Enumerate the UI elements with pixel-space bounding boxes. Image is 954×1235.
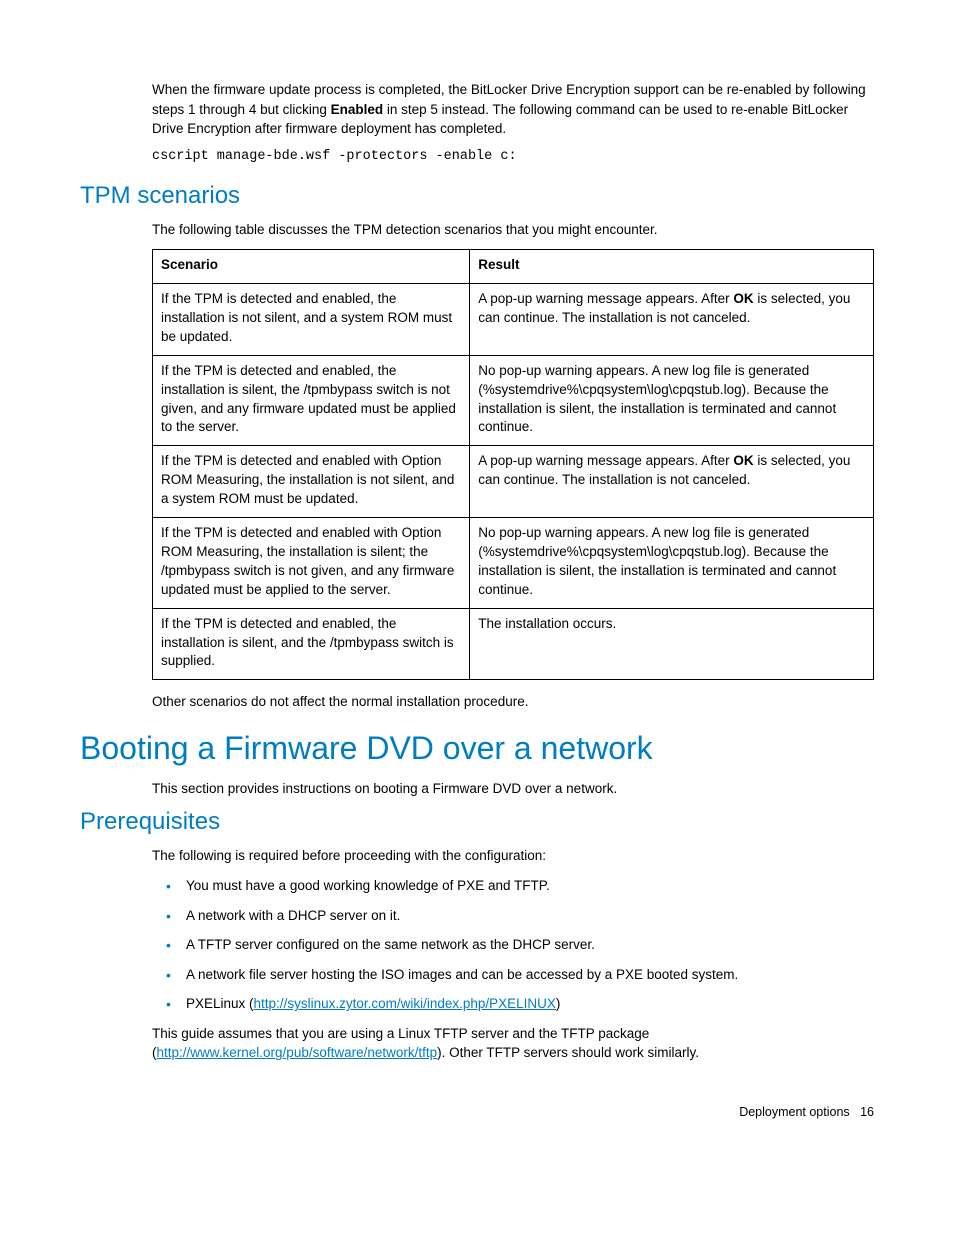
table-row: If the TPM is detected and enabled with … — [153, 446, 874, 518]
intro-block: When the firmware update process is comp… — [152, 80, 874, 164]
list-item: A network with a DHCP server on it. — [152, 906, 874, 926]
table-header-row: Scenario Result — [153, 250, 874, 284]
pxelinux-link[interactable]: http://syslinux.zytor.com/wiki/index.php… — [254, 996, 556, 1011]
tpm-intro: The following table discusses the TPM de… — [152, 220, 874, 240]
code-line: cscript manage-bde.wsf -protectors -enab… — [152, 149, 874, 164]
table-row: If the TPM is detected and enabled, the … — [153, 284, 874, 356]
cell-result: A pop-up warning message appears. After … — [470, 446, 874, 518]
page-footer: Deployment options 16 — [739, 1105, 874, 1119]
list-item: A network file server hosting the ISO im… — [152, 965, 874, 985]
list-item: A TFTP server configured on the same net… — [152, 935, 874, 955]
intro-bold-enabled: Enabled — [331, 102, 384, 117]
table-row: If the TPM is detected and enabled, the … — [153, 355, 874, 446]
prereq-intro: The following is required before proceed… — [152, 846, 874, 866]
boot-block: This section provides instructions on bo… — [152, 779, 874, 799]
pxelinux-suffix: ) — [556, 996, 561, 1011]
closing-text-b: ). Other TFTP servers should work simila… — [437, 1045, 699, 1060]
cell-result: No pop-up warning appears. A new log fil… — [470, 518, 874, 609]
table-row: If the TPM is detected and enabled, the … — [153, 608, 874, 680]
intro-paragraph: When the firmware update process is comp… — [152, 80, 874, 139]
list-item: You must have a good working knowledge o… — [152, 876, 874, 896]
cell-scenario: If the TPM is detected and enabled, the … — [153, 355, 470, 446]
cell-scenario: If the TPM is detected and enabled with … — [153, 518, 470, 609]
col-header-result: Result — [470, 250, 874, 284]
cell-scenario: If the TPM is detected and enabled with … — [153, 446, 470, 518]
tpm-block: The following table discusses the TPM de… — [152, 220, 874, 712]
footer-section: Deployment options — [739, 1105, 849, 1119]
page: When the firmware update process is comp… — [0, 0, 954, 1155]
cell-scenario: If the TPM is detected and enabled, the … — [153, 608, 470, 680]
cell-result: No pop-up warning appears. A new log fil… — [470, 355, 874, 446]
col-header-scenario: Scenario — [153, 250, 470, 284]
cell-result: The installation occurs. — [470, 608, 874, 680]
table-row: If the TPM is detected and enabled with … — [153, 518, 874, 609]
prereq-heading: Prerequisites — [80, 808, 874, 836]
pxelinux-prefix: PXELinux ( — [186, 996, 254, 1011]
prereq-closing: This guide assumes that you are using a … — [152, 1024, 874, 1063]
tpm-table: Scenario Result If the TPM is detected a… — [152, 249, 874, 680]
tftp-link[interactable]: http://www.kernel.org/pub/software/netwo… — [157, 1045, 438, 1060]
list-item: PXELinux (http://syslinux.zytor.com/wiki… — [152, 994, 874, 1014]
footer-page-number: 16 — [860, 1105, 874, 1119]
prereq-list: You must have a good working knowledge o… — [152, 876, 874, 1014]
tpm-heading: TPM scenarios — [80, 182, 874, 210]
tpm-outro: Other scenarios do not affect the normal… — [152, 692, 874, 712]
cell-scenario: If the TPM is detected and enabled, the … — [153, 284, 470, 356]
prereq-block: The following is required before proceed… — [152, 846, 874, 1063]
boot-intro: This section provides instructions on bo… — [152, 779, 874, 799]
boot-chapter-heading: Booting a Firmware DVD over a network — [80, 730, 874, 767]
cell-result: A pop-up warning message appears. After … — [470, 284, 874, 356]
